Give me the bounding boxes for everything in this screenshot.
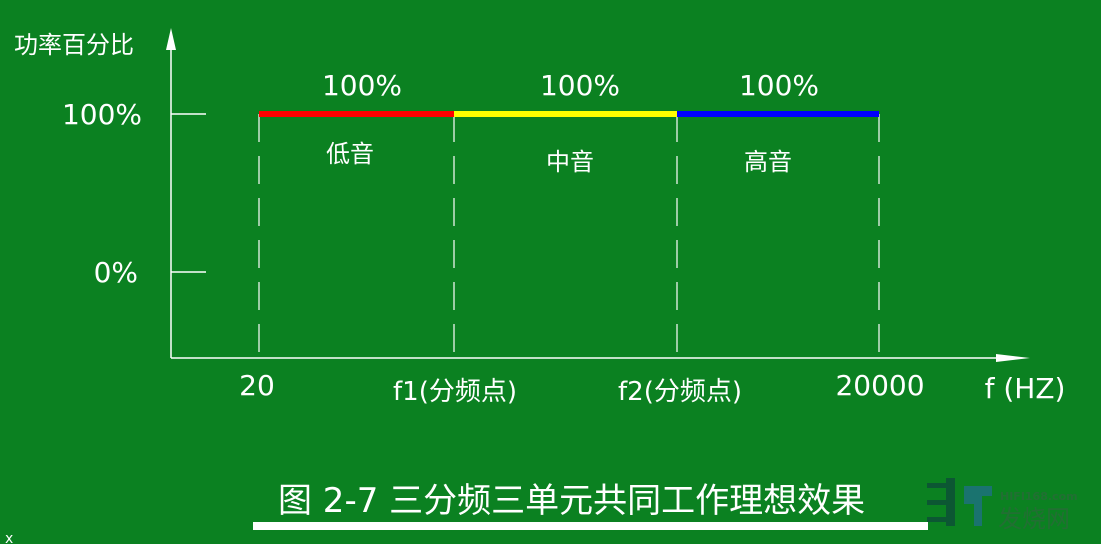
x-tick-label-f2: f2(分频点) — [618, 377, 742, 407]
mid-level-label: 100% — [540, 69, 620, 102]
y-axis-label: 功率百分比 — [14, 31, 134, 59]
bass-band-name: 低音 — [326, 140, 374, 168]
x-tick-label-20: 20 — [239, 369, 275, 402]
watermark-site: HIFI168.com — [1000, 490, 1078, 503]
x-tick-label-20000: 20000 — [835, 369, 924, 402]
x-axis-arrow-icon — [996, 354, 1030, 362]
mid-band-name: 中音 — [546, 148, 594, 176]
y-tick-label-0: 0% — [94, 256, 138, 289]
treble-band-name: 高音 — [744, 148, 792, 176]
treble-level-label: 100% — [739, 69, 819, 102]
y-axis-arrow-icon — [166, 28, 176, 50]
figure-caption: 图 2-7 三分频三单元共同工作理想效果 — [278, 481, 865, 521]
corner-mark: x — [5, 531, 13, 544]
x-axis-unit-label: f (HZ) — [985, 372, 1066, 405]
x-tick-label-f1: f1(分频点) — [393, 377, 517, 407]
watermark-logo: HIFI168.com 发烧网 — [927, 478, 1078, 533]
bass-level-label: 100% — [322, 69, 402, 102]
caption-underline — [253, 522, 928, 530]
y-tick-label-100: 100% — [62, 98, 142, 131]
watermark-name: 发烧网 — [998, 505, 1070, 533]
